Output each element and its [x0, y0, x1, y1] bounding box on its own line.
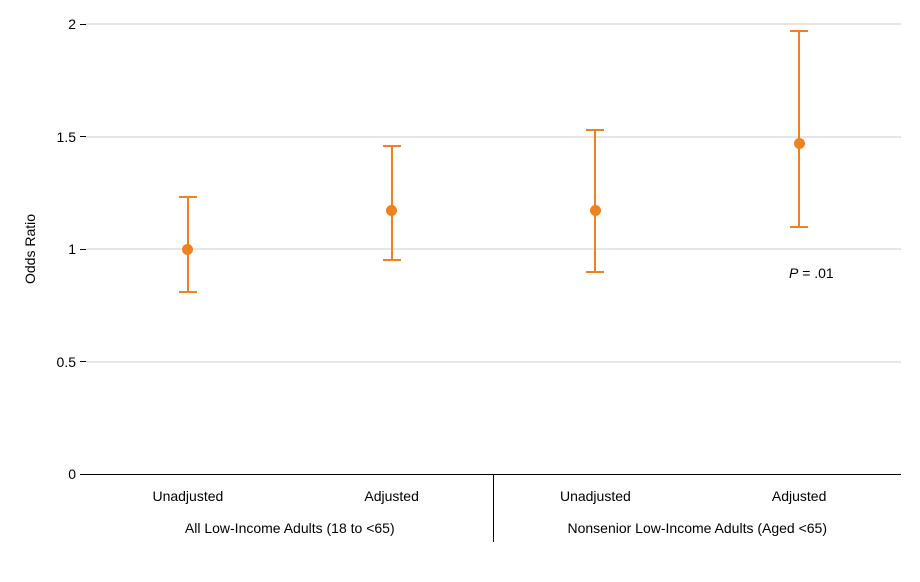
- group-separator: [493, 474, 494, 542]
- x-category-label: Unadjusted: [152, 488, 223, 504]
- y-axis-label: Odds Ratio: [22, 214, 38, 284]
- errorbar-cap: [790, 226, 808, 228]
- errorbar-stem: [798, 31, 800, 227]
- errorbar-stem: [594, 130, 596, 272]
- x-category-label: Unadjusted: [560, 488, 631, 504]
- point-marker: [386, 205, 397, 216]
- p-value-annotation: P = .01: [789, 265, 834, 281]
- gridline: [86, 248, 901, 250]
- ytick-label: 1: [68, 241, 86, 257]
- gridline: [86, 136, 901, 138]
- errorbar-cap: [790, 30, 808, 32]
- gridline: [86, 361, 901, 363]
- odds-ratio-chart: 0 0.5 1 1.5 2 Unadjusted Adjusted Unadjusted Adj…: [0, 0, 920, 582]
- plot-area: 00.511.52UnadjustedAdjustedUnadjustedAdj…: [86, 24, 901, 474]
- x-category-label: Adjusted: [772, 488, 826, 504]
- point-marker: [182, 244, 193, 255]
- errorbar-cap: [586, 271, 604, 273]
- x-group-label: All Low-Income Adults (18 to <65): [185, 520, 395, 536]
- errorbar-cap: [179, 196, 197, 198]
- ytick-label: 2: [68, 16, 86, 32]
- errorbar-cap: [383, 259, 401, 261]
- x-category-label: Adjusted: [364, 488, 418, 504]
- gridline: [86, 23, 901, 25]
- errorbar-cap: [179, 291, 197, 293]
- ytick-label: 1.5: [57, 129, 86, 145]
- ytick-label: 0: [68, 466, 86, 482]
- point-marker: [590, 205, 601, 216]
- errorbar-stem: [391, 146, 393, 261]
- errorbar-cap: [586, 129, 604, 131]
- x-group-label: Nonsenior Low-Income Adults (Aged <65): [567, 520, 827, 536]
- point-marker: [794, 138, 805, 149]
- ytick-label: 0.5: [57, 354, 86, 370]
- errorbar-cap: [383, 145, 401, 147]
